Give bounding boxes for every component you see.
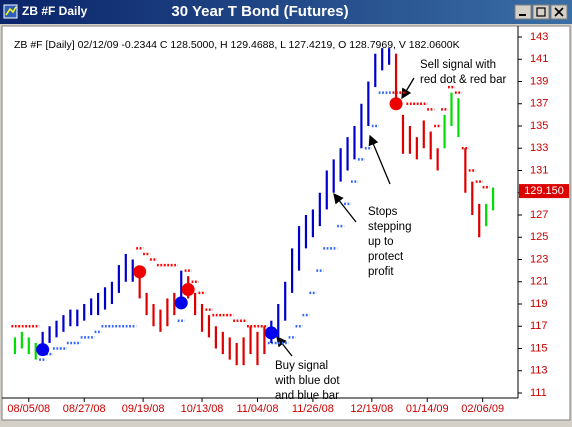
last-price-label: 129.150 — [524, 185, 564, 197]
y-tick-label: 135 — [530, 120, 548, 132]
x-tick-label: 12/19/08 — [350, 403, 393, 415]
annotation: protect — [368, 251, 404, 263]
last-price-box — [519, 184, 569, 199]
annotation: Sell signal with — [420, 59, 496, 71]
y-tick-label: 141 — [530, 53, 548, 65]
x-tick-label: 09/19/08 — [122, 403, 165, 415]
y-tick-label: 123 — [530, 253, 548, 265]
y-tick-label: 127 — [530, 209, 548, 221]
minimize-button[interactable] — [514, 4, 532, 20]
arrow — [401, 77, 415, 100]
annotation: with blue dot — [274, 375, 340, 387]
x-tick-label: 10/13/08 — [181, 403, 224, 415]
x-tick-label: 08/05/08 — [7, 403, 50, 415]
arrow — [276, 335, 293, 357]
y-tick-label: 139 — [530, 75, 548, 87]
y-tick-label: 121 — [530, 276, 548, 288]
y-tick-label: 111 — [530, 387, 547, 399]
x-tick-label: 02/06/09 — [461, 403, 504, 415]
title-bar — [0, 0, 572, 24]
annotation: Stops — [368, 206, 398, 218]
annotation: Buy signal — [275, 360, 328, 372]
maximize-button[interactable] — [532, 4, 550, 20]
app-icon — [3, 4, 18, 19]
sell-signal — [133, 265, 147, 279]
buy-signal — [174, 296, 188, 310]
y-tick-label: 115 — [530, 342, 548, 354]
y-tick-label: 113 — [530, 365, 548, 377]
maximize-glyph — [536, 7, 546, 17]
chart-area — [1, 25, 571, 421]
buy-signal — [36, 343, 50, 357]
window-buttons — [514, 4, 568, 20]
y-tick-label: 131 — [530, 164, 548, 176]
annotation: stepping — [368, 221, 411, 233]
y-tick-label: 117 — [530, 320, 548, 332]
close-glyph — [554, 7, 564, 17]
app-icon-glyph — [5, 6, 17, 16]
buy-signal — [264, 326, 278, 340]
y-tick-label: 133 — [530, 142, 548, 154]
sell-signal — [389, 97, 403, 111]
x-tick-label: 11/04/08 — [236, 403, 278, 415]
y-tick-label: 143 — [530, 31, 548, 43]
info-line: ZB #F [Daily] 02/12/09 -0.2344 C 128.500… — [14, 39, 460, 51]
y-tick-label: 137 — [530, 98, 548, 110]
window-title: ZB #F Daily — [22, 4, 88, 18]
annotation: profit — [368, 266, 394, 278]
x-tick-label: 11/26/08 — [292, 403, 334, 415]
sell-signal — [181, 283, 195, 297]
arrow — [333, 192, 357, 223]
chart-title: 30 Year T Bond (Futures) — [171, 3, 348, 20]
x-tick-label: 01/14/09 — [406, 403, 449, 415]
y-tick-label: 125 — [530, 231, 548, 243]
y-tick-label: 119 — [530, 298, 548, 310]
annotation: up to — [368, 236, 394, 248]
annotation: and blue bar — [275, 390, 339, 402]
arrow — [368, 134, 391, 185]
annotation: red dot & red bar — [420, 74, 506, 86]
x-tick-label: 08/27/08 — [63, 403, 106, 415]
